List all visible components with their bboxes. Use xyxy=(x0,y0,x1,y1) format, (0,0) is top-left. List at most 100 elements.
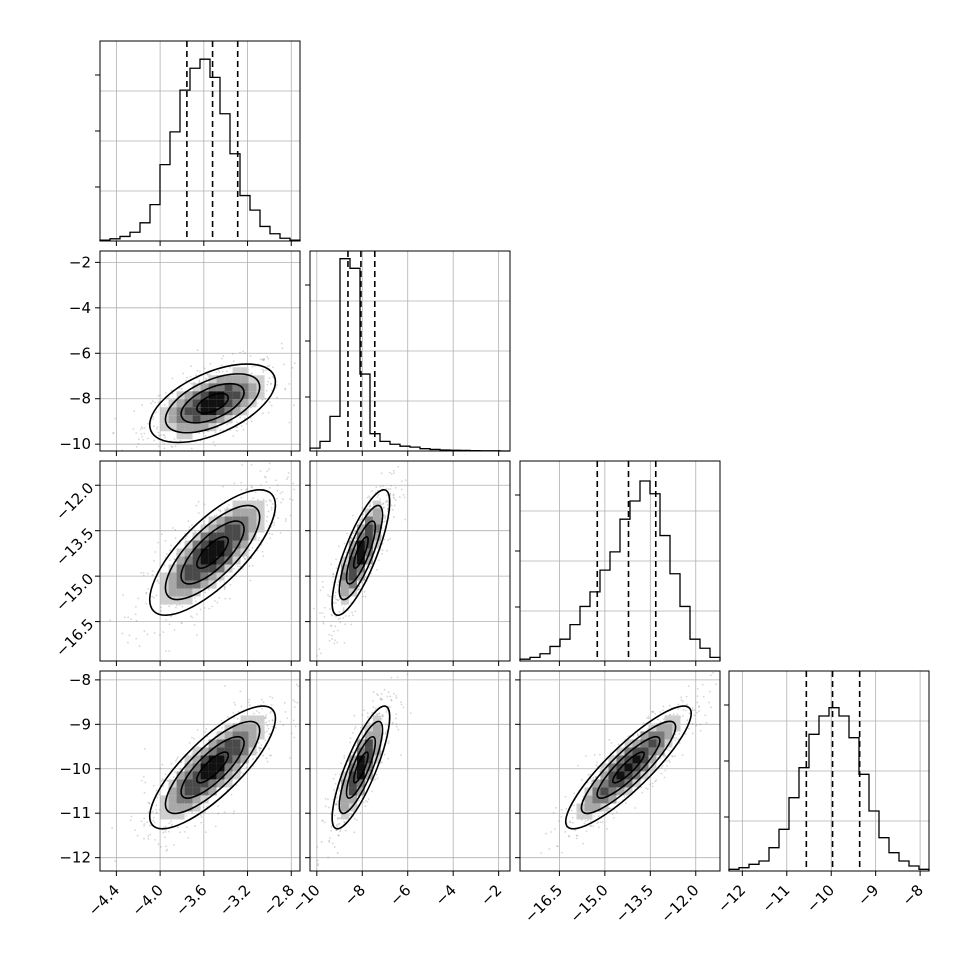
scatter-point xyxy=(327,856,329,859)
scatter-point xyxy=(276,489,279,492)
density-cell xyxy=(224,779,233,788)
scatter-point xyxy=(163,564,166,567)
scatter-point xyxy=(344,623,347,626)
scatter-point xyxy=(152,416,155,418)
y-tick-label: −8 xyxy=(69,671,91,689)
density-cell xyxy=(184,795,193,804)
scatter-point xyxy=(337,834,340,837)
scatter-point xyxy=(688,712,691,715)
scatter-point xyxy=(93,423,95,425)
scatter-point xyxy=(175,759,177,762)
density-cell xyxy=(624,763,633,772)
x-tick-label: −10 xyxy=(289,881,324,916)
density-cell xyxy=(232,500,241,509)
x-tick-label: −12.0 xyxy=(657,881,702,926)
scatter-point xyxy=(270,704,273,706)
density-cell xyxy=(192,415,201,424)
scatter-point xyxy=(151,570,154,573)
density-cell xyxy=(184,596,193,605)
scatter-point xyxy=(715,683,718,686)
scatter-point xyxy=(364,805,367,808)
scatter-point xyxy=(359,811,362,814)
scatter-point xyxy=(267,380,270,383)
density-cell xyxy=(232,747,241,756)
scatter-point xyxy=(332,573,335,576)
scatter-point xyxy=(142,776,145,778)
scatter-point xyxy=(242,556,245,559)
scatter-point xyxy=(268,486,271,489)
scatter-point xyxy=(256,498,259,501)
scatter-point xyxy=(699,729,702,732)
scatter-point xyxy=(598,753,601,756)
density-cell xyxy=(616,779,625,788)
scatter-point xyxy=(265,714,268,716)
scatter-point xyxy=(698,705,700,708)
scatter-point xyxy=(601,821,604,823)
scatter-point xyxy=(280,342,283,345)
scatter-point xyxy=(640,786,642,789)
scatter-point xyxy=(245,766,248,769)
scatter-point xyxy=(337,834,340,837)
scatter-point xyxy=(356,589,359,591)
scatter-point xyxy=(664,755,667,758)
scatter-point xyxy=(206,805,208,808)
scatter-point xyxy=(595,764,598,767)
scatter-point xyxy=(609,807,612,810)
scatter-point xyxy=(379,497,382,500)
density-cell xyxy=(364,556,373,565)
scatter-point xyxy=(659,757,662,760)
scatter-point xyxy=(324,805,327,808)
scatter-point xyxy=(153,425,155,428)
scatter-point xyxy=(181,605,184,608)
scatter-point xyxy=(389,487,392,490)
density-cell xyxy=(200,779,209,788)
scatter-point xyxy=(646,717,648,720)
density-cell xyxy=(192,803,201,812)
scatter-point xyxy=(213,444,216,447)
scatter-point xyxy=(269,537,272,540)
scatter-point xyxy=(343,821,346,824)
scatter-point xyxy=(676,713,679,716)
scatter-point xyxy=(681,714,684,717)
scatter-point xyxy=(279,720,282,723)
scatter-point xyxy=(262,412,264,415)
contour-2 xyxy=(164,373,261,434)
scatter-point xyxy=(348,812,351,815)
scatter-point xyxy=(702,695,705,698)
scatter-point xyxy=(251,365,254,368)
density-cell xyxy=(200,564,209,573)
scatter-point xyxy=(234,703,237,706)
scatter-point xyxy=(272,366,274,369)
scatter-point xyxy=(164,830,167,833)
scatter-point xyxy=(279,531,282,534)
scatter-point xyxy=(397,728,400,731)
contour-1 xyxy=(345,520,377,585)
scatter-point xyxy=(200,821,202,824)
y-tick-label: −12 xyxy=(59,849,91,867)
scatter-point xyxy=(168,605,171,608)
density-cell xyxy=(176,779,185,788)
contour-0 xyxy=(196,392,230,414)
scatter-point xyxy=(397,465,400,468)
scatter-point xyxy=(161,778,164,780)
scatter-point xyxy=(166,552,168,555)
scatter-point xyxy=(148,802,151,805)
scatter-point xyxy=(174,771,177,773)
scatter-point xyxy=(571,821,574,824)
scatter-point xyxy=(335,829,338,832)
contour-1 xyxy=(180,382,245,424)
density-cell xyxy=(176,564,185,573)
scatter-point xyxy=(375,486,378,489)
scatter-point xyxy=(386,709,389,711)
scatter-point xyxy=(324,797,327,800)
density-cell xyxy=(176,596,185,605)
scatter-point xyxy=(170,389,173,392)
scatter-point xyxy=(352,614,354,616)
density-cell xyxy=(248,383,257,392)
density-cell xyxy=(364,739,373,748)
scatter-point xyxy=(203,520,206,523)
scatter-point xyxy=(247,701,250,704)
scatter-point xyxy=(265,389,268,392)
scatter-point xyxy=(204,831,207,834)
scatter-point xyxy=(329,624,332,627)
